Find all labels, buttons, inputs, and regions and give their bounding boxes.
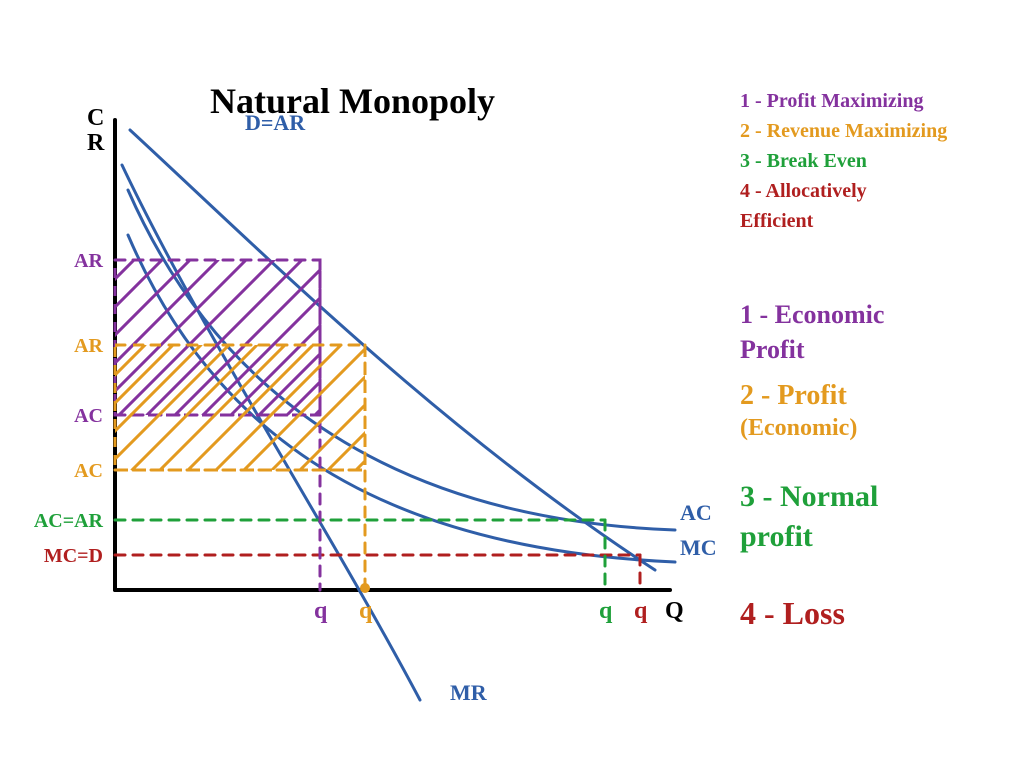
svg-text:MC=D: MC=D [44,545,103,567]
svg-text:AC: AC [74,405,103,427]
economics-diagram: CRQD=ARACMCMRARARACACAC=ARMC=Dqqqq [0,0,1024,768]
svg-text:AR: AR [74,250,103,272]
chart-title: Natural Monopoly [210,80,495,122]
svg-text:q: q [314,598,328,624]
legend-item: profit [740,520,813,554]
legend-item: 1 - Profit Maximizing [740,90,923,113]
svg-text:R: R [87,130,105,156]
svg-text:MC: MC [680,535,717,560]
legend-item: Profit [740,335,805,365]
svg-text:C: C [87,105,104,131]
legend-item: 4 - Loss [740,595,845,632]
svg-text:AC=AR: AC=AR [34,510,104,532]
legend-item: (Economic) [740,415,857,442]
svg-text:MR: MR [450,680,488,705]
svg-text:Q: Q [665,598,684,624]
svg-text:AR: AR [74,335,103,357]
legend-item: 3 - Break Even [740,150,867,173]
legend-item: 4 - Allocatively [740,180,867,203]
svg-text:AC: AC [680,500,712,525]
svg-text:q: q [599,598,613,624]
svg-text:AC: AC [74,460,103,482]
legend-item: 1 - Economic [740,300,884,330]
svg-text:q: q [359,598,373,624]
legend-item: 2 - Profit [740,380,847,412]
diagram-canvas: CRQD=ARACMCMRARARACACAC=ARMC=Dqqqq Natur… [0,0,1024,768]
legend-item: 2 - Revenue Maximizing [740,120,947,143]
legend-item: Efficient [740,210,813,233]
legend-item: 3 - Normal [740,480,878,514]
svg-text:q: q [634,598,648,624]
